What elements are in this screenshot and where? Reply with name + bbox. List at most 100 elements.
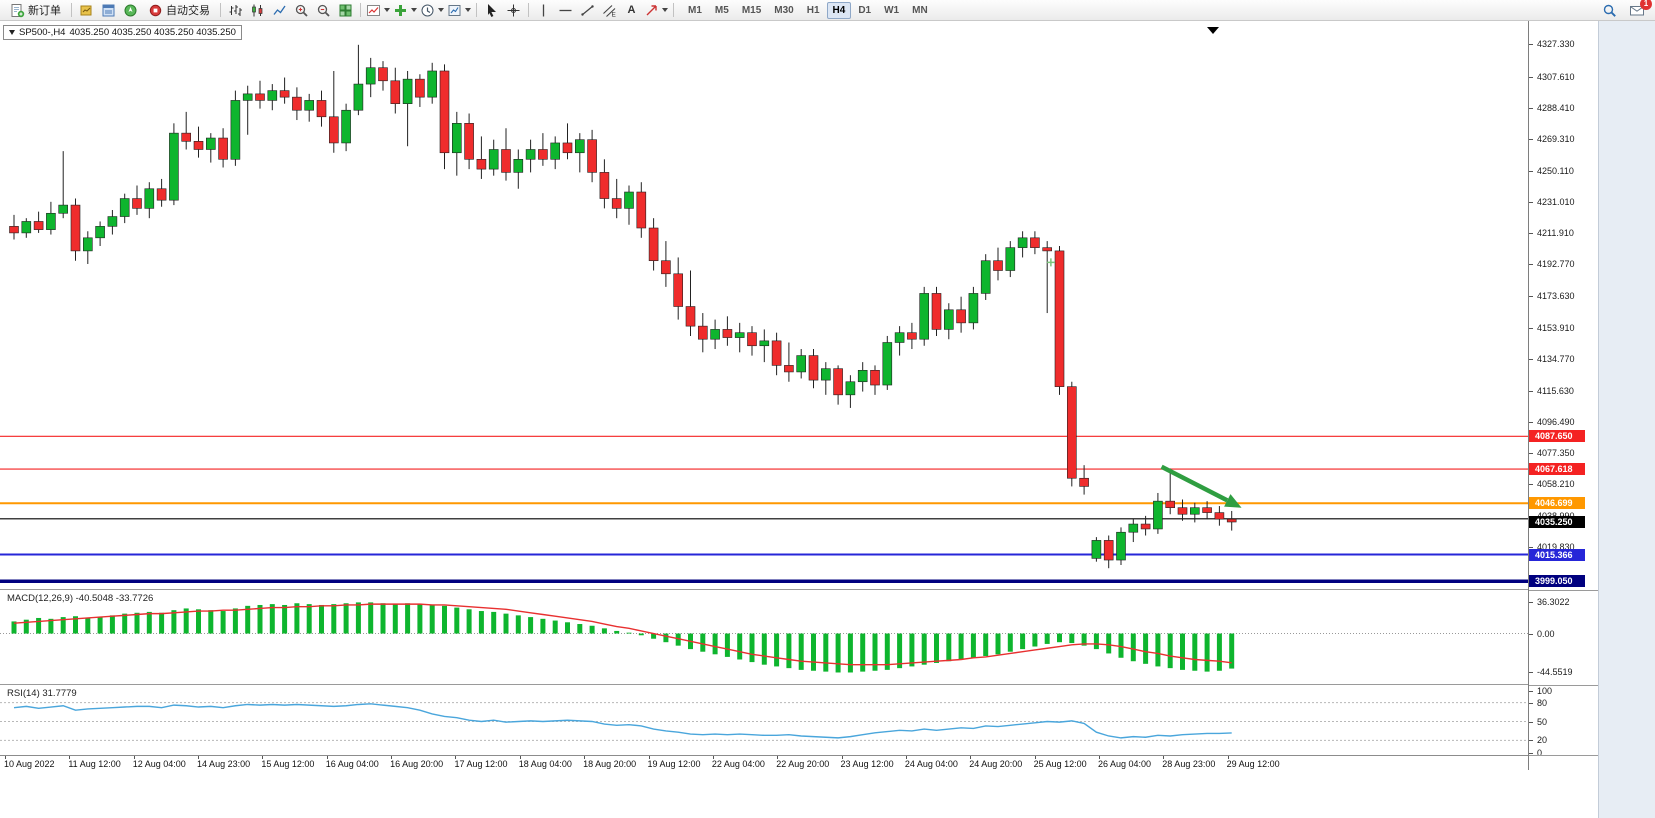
cursor-button[interactable] xyxy=(481,1,502,19)
candle-body xyxy=(218,137,228,160)
candle-body xyxy=(525,149,536,160)
price-level-badge: 4046.699 xyxy=(1529,497,1585,510)
periods-clock-icon xyxy=(421,4,434,16)
auto-trading-icon xyxy=(149,4,162,16)
timeframe-button-h1[interactable]: H1 xyxy=(801,2,826,19)
chart-caption[interactable]: SP500-,H4 4035.250 4035.250 4035.250 403… xyxy=(3,25,242,40)
time-axis-label: 16 Aug 20:00 xyxy=(390,759,444,769)
channel-tool-button[interactable]: E xyxy=(599,1,620,19)
trendline-tool-button[interactable] xyxy=(577,1,598,19)
time-axis-label: 18 Aug 04:00 xyxy=(518,759,572,769)
time-axis-tick xyxy=(648,756,650,759)
time-axis-label: 29 Aug 12:00 xyxy=(1226,759,1280,769)
caption-ohlc: 4035.250 4035.250 4035.250 4035.250 xyxy=(69,27,236,38)
navigator-button[interactable] xyxy=(120,1,141,19)
data-window-button[interactable] xyxy=(98,1,119,19)
timeframe-button-h4[interactable]: H4 xyxy=(826,1,852,19)
time-axis-label: 19 Aug 12:00 xyxy=(647,759,701,769)
templates-button[interactable] xyxy=(446,1,472,19)
price-scale-label: 4307.610 xyxy=(1529,72,1598,82)
crosshair-button[interactable] xyxy=(503,1,524,19)
tile-windows-button[interactable] xyxy=(335,1,356,19)
candle-body xyxy=(316,100,327,118)
periods-button[interactable] xyxy=(419,1,445,19)
candle-body xyxy=(968,293,979,324)
chart-canvas[interactable] xyxy=(0,0,1528,790)
candle-body xyxy=(611,198,622,209)
time-axis-tick xyxy=(712,756,714,759)
toolbar-separator xyxy=(528,3,529,17)
candle-body xyxy=(193,141,204,150)
notifications-button[interactable]: 1 xyxy=(1626,0,1652,19)
candle-body xyxy=(1030,237,1040,248)
candle-body xyxy=(747,332,757,347)
channel-icon: E xyxy=(603,4,617,18)
candle-body xyxy=(784,365,794,373)
candlestick-chart-button[interactable] xyxy=(247,1,268,19)
timeframe-button-m1[interactable]: M1 xyxy=(682,2,708,19)
search-button[interactable] xyxy=(1599,1,1620,19)
candle-body xyxy=(993,260,1003,271)
candle-body xyxy=(402,78,413,104)
zoom-out-button[interactable] xyxy=(313,1,334,19)
candle-body xyxy=(685,306,696,327)
cross-marker[interactable] xyxy=(1046,258,1055,267)
arrows-tool-button[interactable] xyxy=(643,1,669,19)
trendline-icon xyxy=(581,4,594,16)
indicators-button[interactable] xyxy=(365,1,391,19)
candle-body xyxy=(1103,540,1114,561)
macd-signal-line xyxy=(13,603,1232,666)
candle-body xyxy=(1202,507,1212,513)
candle-body xyxy=(304,100,315,111)
bar-chart-button[interactable] xyxy=(225,1,246,19)
candle-body xyxy=(820,368,831,381)
timeframe-button-m15[interactable]: M15 xyxy=(736,2,767,19)
timeframe-button-d1[interactable]: D1 xyxy=(852,2,877,19)
price-level-badge: 4035.250 xyxy=(1529,516,1585,528)
line-chart-button[interactable] xyxy=(269,1,290,19)
zoom-in-button[interactable] xyxy=(291,1,312,19)
timeframe-button-mn[interactable]: MN xyxy=(906,2,934,19)
candle-body xyxy=(390,80,401,104)
candle-body xyxy=(870,369,880,386)
candle-body xyxy=(476,159,487,170)
auto-trading-button[interactable]: 自动交易 xyxy=(142,1,216,19)
toolbar-separator xyxy=(476,3,477,17)
line-chart-icon xyxy=(273,5,286,15)
time-axis-tick xyxy=(1034,756,1036,759)
trend-arrow-head[interactable] xyxy=(1224,494,1242,508)
price-level-badge: 4087.650 xyxy=(1529,430,1585,443)
candle-body xyxy=(1067,386,1077,479)
vertical-line-tool-button[interactable] xyxy=(533,1,554,19)
caption-collapse-icon[interactable] xyxy=(9,30,15,35)
horizontal-line-tool-button[interactable] xyxy=(555,1,576,19)
new-order-button[interactable]: 新订单 xyxy=(4,1,67,19)
panel-separator xyxy=(1529,754,1598,756)
candle-body xyxy=(648,227,659,262)
candle-body xyxy=(1017,237,1028,248)
price-scale-label: 4058.210 xyxy=(1529,479,1598,489)
add-indicator-button[interactable] xyxy=(392,1,418,19)
vertical-line-icon xyxy=(542,4,545,16)
candle-body xyxy=(599,172,610,199)
time-axis-tick xyxy=(1227,756,1229,759)
timeframe-button-w1[interactable]: W1 xyxy=(878,2,905,19)
time-axis[interactable]: 10 Aug 2022 11 Aug 12:00 12 Aug 04:00 14 Au… xyxy=(0,755,1528,770)
timeframe-button-m30[interactable]: M30 xyxy=(768,2,799,19)
market-watch-button[interactable] xyxy=(76,1,97,19)
time-axis-tick xyxy=(841,756,843,759)
rsi-scale-label: 50 xyxy=(1529,717,1598,727)
candle-body xyxy=(242,93,253,101)
time-axis-label: 11 Aug 12:00 xyxy=(68,759,121,769)
chart-shift-marker[interactable] xyxy=(1207,27,1219,34)
candle-body xyxy=(1214,512,1225,520)
candle-body xyxy=(1153,500,1163,530)
candle-body xyxy=(1054,250,1065,387)
text-tool-button[interactable]: A xyxy=(621,1,642,19)
candle-body xyxy=(95,226,105,239)
timeframe-button-m5[interactable]: M5 xyxy=(709,2,735,19)
trend-arrow[interactable] xyxy=(1160,464,1229,503)
price-scale[interactable]: 4327.330 4307.610 4288.410 4269.310 4250.110… xyxy=(1528,21,1598,770)
panel-separator xyxy=(1529,684,1598,686)
time-axis-label: 17 Aug 12:00 xyxy=(454,759,508,769)
